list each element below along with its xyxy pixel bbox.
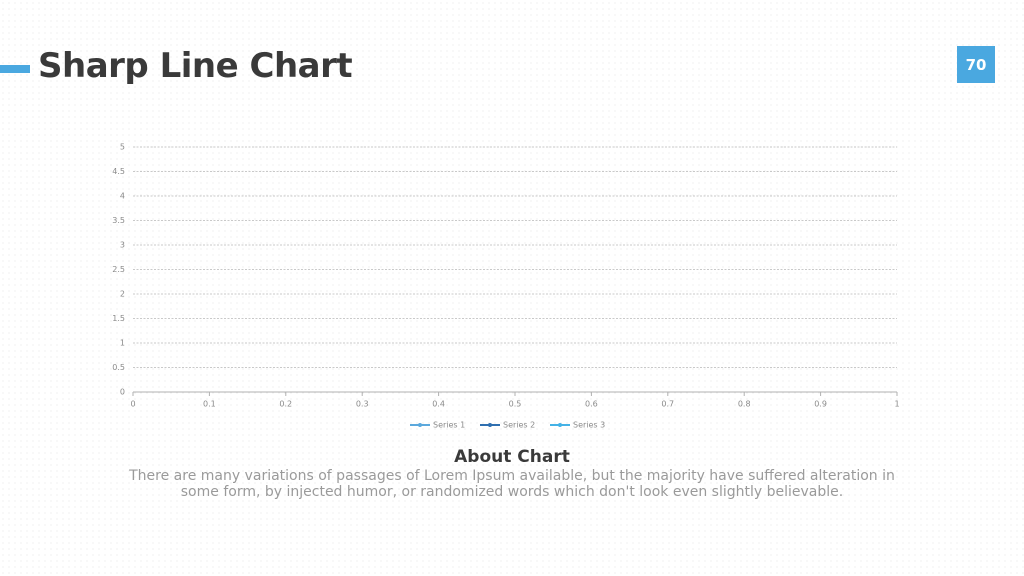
- x-tick-label: 0.6: [585, 400, 598, 409]
- y-tick-label: 2.5: [112, 265, 125, 274]
- x-tick-label: 0.9: [814, 400, 827, 409]
- y-tick-label: 0.5: [112, 363, 125, 372]
- legend-label: Series 3: [573, 421, 605, 430]
- y-tick-label: 1: [120, 339, 125, 348]
- x-tick-label: 0.3: [356, 400, 369, 409]
- slide-title: Sharp Line Chart: [38, 46, 353, 86]
- page-number: 70: [957, 46, 995, 83]
- x-tick-label: 0.4: [432, 400, 445, 409]
- y-tick-label: 1.5: [112, 314, 125, 323]
- caption-body: There are many variations of passages of…: [129, 468, 895, 500]
- y-tick-label: 0: [120, 388, 125, 397]
- y-tick-label: 4: [120, 192, 125, 201]
- title-accent: [0, 65, 30, 73]
- y-tick-label: 5: [120, 143, 125, 152]
- caption-heading: About Chart: [454, 447, 570, 467]
- x-tick-label: 0: [130, 400, 135, 409]
- legend-label: Series 2: [503, 421, 535, 430]
- legend-marker: [488, 423, 492, 427]
- x-tick-label: 0.8: [738, 400, 751, 409]
- x-tick-label: 0.2: [279, 400, 292, 409]
- y-tick-label: 4.5: [112, 167, 125, 176]
- x-tick-label: 0.5: [509, 400, 522, 409]
- legend-marker: [418, 423, 422, 427]
- legend-marker: [558, 423, 562, 427]
- y-tick-label: 3: [120, 241, 125, 250]
- y-tick-label: 3.5: [112, 216, 125, 225]
- legend-label: Series 1: [433, 421, 465, 430]
- y-tick-label: 2: [120, 290, 125, 299]
- x-tick-label: 0.7: [661, 400, 674, 409]
- x-tick-label: 0.1: [203, 400, 216, 409]
- x-tick-label: 1: [894, 400, 899, 409]
